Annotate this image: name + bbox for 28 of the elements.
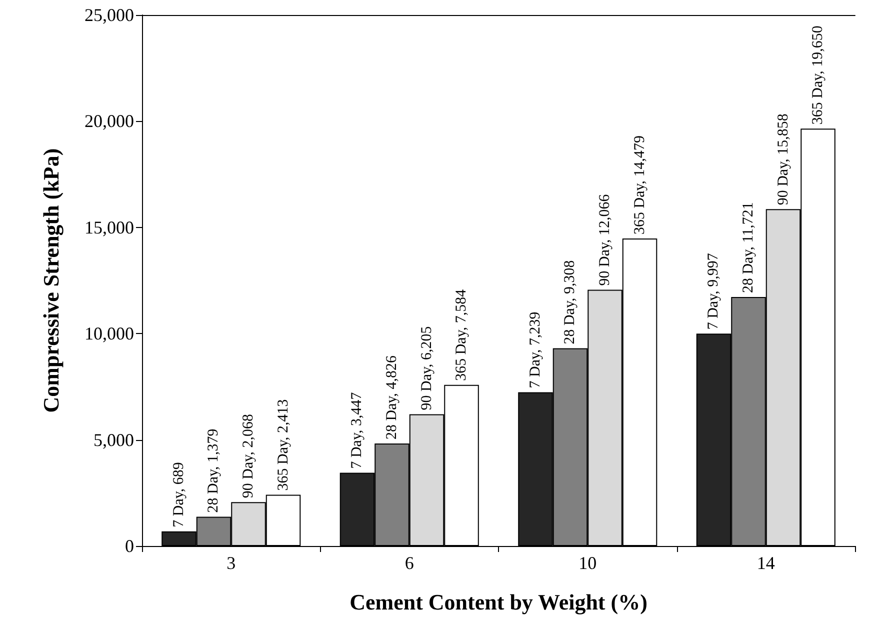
- data-label: 90 Day, 6,205: [418, 326, 435, 410]
- data-label: 28 Day, 9,308: [562, 260, 578, 344]
- data-label: 7 Day, 3,447: [349, 392, 366, 469]
- y-axis-title: Compressive Strength (kPa): [38, 148, 64, 413]
- data-label: 365 Day, 14,479: [632, 135, 648, 234]
- y-tick-label: 20,000: [84, 111, 134, 132]
- data-label: 90 Day, 2,068: [240, 414, 257, 498]
- data-label: 28 Day, 4,826: [384, 354, 400, 440]
- data-label: 90 Day, 12,066: [597, 194, 614, 286]
- y-tick-label: 15,000: [84, 217, 134, 238]
- data-label: 7 Day, 9,997: [706, 252, 722, 330]
- x-axis-title: Cement Content by Weight (%): [350, 590, 648, 614]
- data-label: 365 Day, 2,413: [275, 399, 292, 491]
- x-tick-label: 14: [756, 553, 775, 573]
- data-label: 28 Day, 1,379: [206, 428, 222, 513]
- data-label: 7 Day, 7,239: [527, 312, 544, 388]
- data-label: 90 Day, 15,858: [775, 114, 792, 206]
- x-tick-label: 10: [578, 553, 597, 573]
- y-tick-label: 25,000: [84, 5, 134, 25]
- data-label: 28 Day, 11,721: [740, 202, 756, 294]
- x-tick-label: 6: [404, 553, 414, 573]
- y-tick-label: 0: [125, 536, 134, 556]
- y-tick-label: 10,000: [84, 324, 134, 344]
- data-label: 365 Day, 7,584: [454, 288, 470, 381]
- y-tick-label: 5,000: [94, 430, 134, 450]
- data-label: 365 Day, 19,650: [810, 26, 826, 125]
- data-label: 7 Day, 689: [170, 462, 187, 528]
- x-tick-label: 3: [226, 553, 236, 573]
